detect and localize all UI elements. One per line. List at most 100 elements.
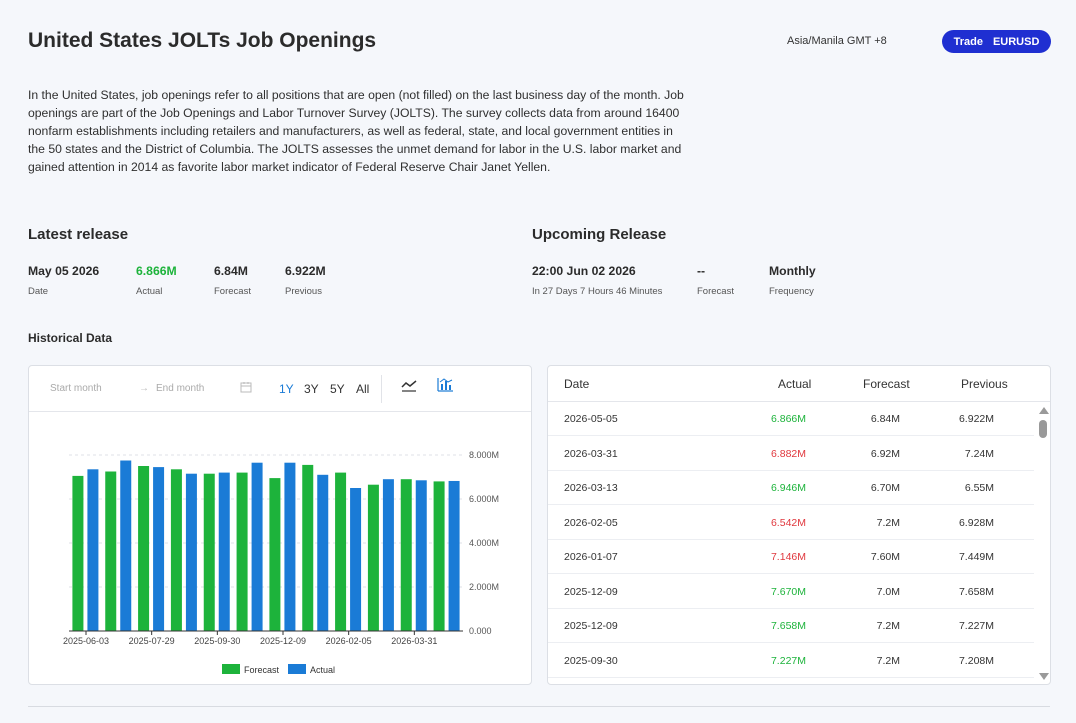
- table-row[interactable]: 2026-03-31 6.882M 6.92M 7.24M: [548, 437, 1034, 471]
- latest-forecast: 6.84M Forecast: [214, 264, 251, 297]
- row-forecast: 7.2M: [876, 516, 900, 529]
- latest-previous-value: 6.922M: [285, 264, 326, 278]
- upcoming-frequency: Monthly Frequency: [769, 264, 816, 297]
- actual-bar[interactable]: [153, 467, 165, 631]
- actual-bar[interactable]: [415, 480, 427, 631]
- forecast-bar[interactable]: [302, 464, 314, 631]
- calendar-icon[interactable]: [240, 381, 252, 396]
- row-previous: 6.922M: [958, 413, 994, 425]
- forecast-bar[interactable]: [433, 481, 445, 631]
- row-forecast: 6.92M: [870, 447, 900, 460]
- table-row[interactable]: 2025-12-09 7.658M 7.2M 7.227M: [548, 609, 1034, 643]
- forecast-bar[interactable]: [170, 469, 182, 631]
- latest-date-value: May 05 2026: [28, 264, 100, 278]
- table-row[interactable]: 2025-09-30 7.227M 7.2M 7.208M: [548, 644, 1034, 678]
- x-tick-label: 2025-06-03: [63, 636, 109, 646]
- range-button-5y[interactable]: 5Y: [330, 382, 345, 396]
- upcoming-forecast-label: Forecast: [697, 286, 734, 297]
- legend-forecast-label[interactable]: Forecast: [244, 665, 280, 675]
- scroll-up-icon[interactable]: [1039, 407, 1049, 414]
- row-actual: 7.670M: [770, 585, 806, 598]
- forecast-bar[interactable]: [335, 472, 347, 631]
- row-previous: 7.208M: [958, 654, 994, 667]
- latest-actual: 6.866M Actual: [136, 264, 177, 297]
- bar-chart-icon[interactable]: [437, 377, 454, 397]
- timezone-label[interactable]: Asia/Manila GMT +8: [787, 35, 887, 47]
- latest-previous-label: Previous: [285, 286, 322, 297]
- latest-date-label: Date: [28, 286, 49, 297]
- range-button-all[interactable]: All: [356, 382, 370, 396]
- row-forecast: 7.60M: [870, 551, 900, 563]
- row-previous: 7.449M: [958, 551, 994, 563]
- page-title: United States JOLTs Job Openings: [28, 29, 377, 52]
- footer-divider: [28, 706, 1050, 707]
- forecast-bar[interactable]: [138, 466, 150, 631]
- table-row[interactable]: 2026-05-05 6.866M 6.84M 6.922M: [548, 402, 1034, 436]
- arrow-right-icon: →: [139, 383, 149, 394]
- legend-actual-swatch[interactable]: [288, 664, 306, 674]
- row-actual: 7.658M: [770, 620, 806, 632]
- chart-toolbar: Start month → End month 1Y 3Y 5Y All: [29, 366, 531, 412]
- actual-bar[interactable]: [382, 479, 394, 631]
- x-tick-label: 2026-02-05: [326, 636, 372, 646]
- row-date: 2026-03-13: [564, 482, 618, 494]
- actual-bar[interactable]: [251, 462, 263, 631]
- table-header-date[interactable]: Date: [564, 377, 590, 391]
- table-header-actual[interactable]: Actual: [778, 377, 812, 391]
- row-date: 2026-03-31: [564, 447, 618, 460]
- x-tick-label: 2025-12-09: [260, 636, 306, 646]
- actual-bar[interactable]: [448, 480, 460, 631]
- forecast-bar[interactable]: [72, 475, 84, 631]
- row-date: 2026-01-07: [564, 551, 618, 563]
- line-chart-icon[interactable]: [401, 378, 417, 397]
- actual-bar[interactable]: [350, 488, 362, 631]
- table-row[interactable]: 2026-02-05 6.542M 7.2M 6.928M: [548, 506, 1034, 540]
- trade-button[interactable]: Trade EURUSD: [942, 30, 1051, 53]
- chart-card: Start month → End month 1Y 3Y 5Y All 0.0…: [28, 365, 532, 685]
- trade-button-symbol: EURUSD: [992, 35, 1040, 48]
- row-forecast: 6.70M: [870, 482, 900, 494]
- table-header-previous[interactable]: Previous: [961, 377, 1008, 391]
- row-date: 2025-12-09: [564, 620, 618, 632]
- row-date: 2026-05-05: [564, 413, 618, 425]
- end-month-input[interactable]: End month: [156, 383, 205, 394]
- row-actual: 7.146M: [770, 551, 806, 563]
- row-actual: 6.542M: [770, 516, 806, 529]
- start-month-input[interactable]: Start month: [50, 383, 102, 394]
- legend-actual-label[interactable]: Actual: [310, 665, 335, 675]
- bar-chart[interactable]: 0.000 2.000M 4.000M 6.000M 8.000M 2025-06-03 2…: [29, 413, 531, 685]
- actual-bar[interactable]: [317, 474, 329, 631]
- latest-previous: 6.922M Previous: [285, 264, 326, 297]
- forecast-bar[interactable]: [400, 479, 412, 631]
- actual-bar[interactable]: [185, 473, 197, 631]
- scroll-down-icon[interactable]: [1039, 673, 1049, 680]
- row-actual: 7.227M: [770, 654, 806, 667]
- upcoming-frequency-value: Monthly: [769, 264, 816, 278]
- actual-bar[interactable]: [218, 472, 230, 631]
- range-button-3y[interactable]: 3Y: [304, 382, 319, 396]
- forecast-bar[interactable]: [236, 472, 248, 631]
- actual-bar[interactable]: [120, 460, 132, 632]
- forecast-bar[interactable]: [367, 484, 379, 631]
- x-tick-label: 2025-09-30: [194, 636, 240, 646]
- latest-date: May 05 2026 Date: [28, 264, 99, 297]
- table-row[interactable]: 2025-12-09 7.670M 7.0M 7.658M: [548, 575, 1034, 609]
- latest-forecast-label: Forecast: [214, 286, 251, 297]
- legend-forecast-swatch[interactable]: [222, 664, 240, 674]
- trade-button-label: Trade: [953, 35, 983, 48]
- table-row[interactable]: 2026-01-07 7.146M 7.60M 7.449M: [548, 540, 1034, 574]
- historical-table: Date Actual Forecast Previous 2026-05-05…: [547, 365, 1051, 685]
- forecast-bar[interactable]: [269, 478, 281, 631]
- actual-bar[interactable]: [284, 462, 296, 631]
- row-previous: 7.658M: [958, 585, 994, 598]
- table-scrollbar[interactable]: [1036, 402, 1050, 684]
- actual-bar[interactable]: [87, 469, 99, 631]
- forecast-bar[interactable]: [203, 473, 215, 631]
- scroll-thumb[interactable]: [1039, 420, 1047, 438]
- range-button-1y[interactable]: 1Y: [279, 382, 294, 396]
- table-header-forecast[interactable]: Forecast: [863, 377, 910, 391]
- forecast-bar[interactable]: [105, 471, 117, 632]
- latest-release-heading: Latest release: [28, 226, 129, 243]
- table-row[interactable]: 2026-03-13 6.946M 6.70M 6.55M: [548, 471, 1034, 505]
- upcoming-release-heading: Upcoming Release: [532, 226, 667, 243]
